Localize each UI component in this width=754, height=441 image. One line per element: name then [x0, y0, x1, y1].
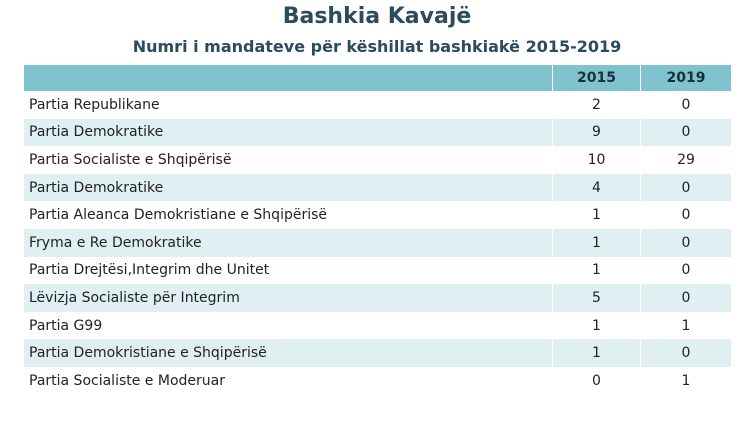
table-row: Partia Socialiste e Shqipërisë 10 29	[24, 146, 731, 174]
value-2015-cell: 0	[552, 366, 641, 395]
table-row: Partia Demokratike 9 0	[24, 118, 731, 147]
table-body: Partia Republikane 2 0 Partia Demokratike 9 0…	[24, 91, 731, 395]
party-name-cell: Partia Demokristiane e Shqipërisë	[29, 345, 267, 362]
table-header-row: 2015 2019	[24, 65, 731, 91]
header-2019: 2019	[666, 70, 706, 86]
table-row: Partia Drejtësi,Integrim dhe Unitet 1 0	[24, 256, 731, 285]
party-name-cell: Partia Demokratike	[29, 179, 164, 196]
value-2019-cell: 0	[681, 179, 691, 196]
party-name-cell: Partia Socialiste e Shqipërisë	[29, 151, 232, 168]
value-2015-cell: 1	[552, 339, 641, 367]
value-2019-cell: 0	[681, 262, 691, 279]
value-2015-cell: 1	[552, 201, 641, 229]
value-2015-cell: 1	[552, 228, 641, 257]
value-2019-cell: 1	[681, 317, 691, 334]
table-row: Lëvizja Socialiste për Integrim 5 0	[24, 284, 731, 312]
value-2019-cell: 0	[681, 96, 691, 113]
value-2019-cell: 1	[681, 372, 691, 389]
value-2015-cell: 2	[552, 91, 641, 119]
value-2019-cell: 0	[681, 124, 691, 141]
table-row: Partia Republikane 2 0	[24, 91, 731, 119]
mandates-table: 2015 2019 Partia Republikane 2 0 Partia Dem…	[24, 65, 731, 395]
party-name-cell: Partia Drejtësi,Integrim dhe Unitet	[29, 262, 270, 279]
value-2015-cell: 10	[552, 146, 641, 174]
value-2019-cell: 0	[681, 345, 691, 362]
value-2015-cell: 1	[552, 311, 641, 340]
party-name-cell: Lëvizja Socialiste për Integrim	[29, 289, 240, 306]
header-party	[24, 65, 552, 91]
table-row: Partia Socialiste e Moderuar 0 1	[24, 366, 731, 395]
party-name-cell: Fryma e Re Demokratike	[29, 234, 202, 251]
table-row: Partia Demokristiane e Shqipërisë 1 0	[24, 339, 731, 367]
value-2015-cell: 5	[552, 284, 641, 312]
value-2019-cell: 29	[677, 151, 695, 168]
value-2019-cell: 0	[681, 234, 691, 251]
table-row: Partia Aleanca Demokristiane e Shqipëris…	[24, 201, 731, 229]
table-row: Partia G99 1 1	[24, 311, 731, 340]
table-row: Fryma e Re Demokratike 1 0	[24, 228, 731, 257]
value-2015-cell: 4	[552, 173, 641, 202]
party-name-cell: Partia Demokratike	[29, 124, 164, 141]
party-name-cell: Partia Socialiste e Moderuar	[29, 372, 225, 389]
header-2015: 2015	[552, 65, 641, 91]
chart-subtitle: Numri i mandateve për këshillat bashkiak…	[132, 37, 622, 56]
party-name-cell: Partia Aleanca Demokristiane e Shqipëris…	[29, 207, 328, 224]
value-2015-cell: 9	[552, 118, 641, 147]
table-row: Partia Demokratike 4 0	[24, 173, 731, 202]
value-2015-cell: 1	[552, 256, 641, 285]
value-2019-cell: 0	[681, 207, 691, 224]
party-name-cell: Partia G99	[29, 317, 103, 334]
chart-title: Bashkia Kavajë	[282, 4, 472, 29]
value-2019-cell: 0	[681, 289, 691, 306]
party-name-cell: Partia Republikane	[29, 96, 160, 113]
